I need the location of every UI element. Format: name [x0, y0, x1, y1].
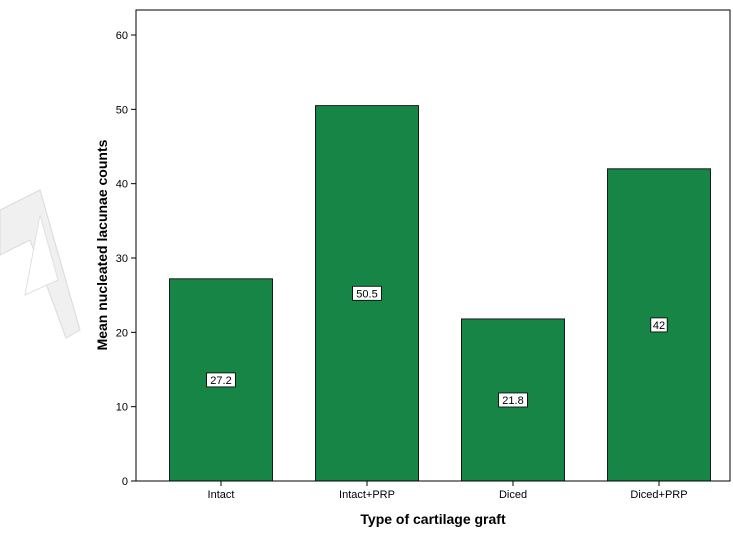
- data-label: 27.2: [210, 375, 231, 387]
- data-labels-group: 27.2 50.5 21.8 42: [206, 285, 668, 408]
- data-label: 50.5: [356, 288, 377, 300]
- bars-group: [169, 105, 711, 482]
- data-label-box: [206, 372, 236, 388]
- data-label-box: [352, 285, 382, 301]
- data-label: 21.8: [502, 395, 523, 407]
- y-tick-label: 50: [116, 104, 128, 116]
- x-tick-label: Diced+PRP: [630, 489, 687, 501]
- y-tick-label: 0: [122, 476, 128, 488]
- watermark-graphic: [0, 189, 81, 339]
- y-tick-label: 10: [116, 402, 128, 414]
- data-label: 42: [653, 320, 665, 332]
- y-tick-label: 30: [116, 253, 128, 265]
- x-tick-label: Diced: [499, 489, 527, 501]
- x-tick-label: Intact: [208, 489, 235, 501]
- y-axis: 0 10 20 30 40 50 60: [116, 30, 136, 488]
- y-tick-label: 60: [116, 30, 128, 42]
- y-axis-title: Mean nucleated lacunae counts: [94, 139, 110, 350]
- data-label-box: [498, 392, 528, 408]
- x-axis: Intact Intact+PRP Diced Diced+PRP: [136, 480, 730, 501]
- x-axis-title: Type of cartilage graft: [360, 511, 506, 527]
- y-tick-label: 20: [116, 327, 128, 339]
- y-tick-label: 40: [116, 179, 128, 191]
- x-tick-label: Intact+PRP: [339, 489, 395, 501]
- data-label-box: [650, 317, 668, 333]
